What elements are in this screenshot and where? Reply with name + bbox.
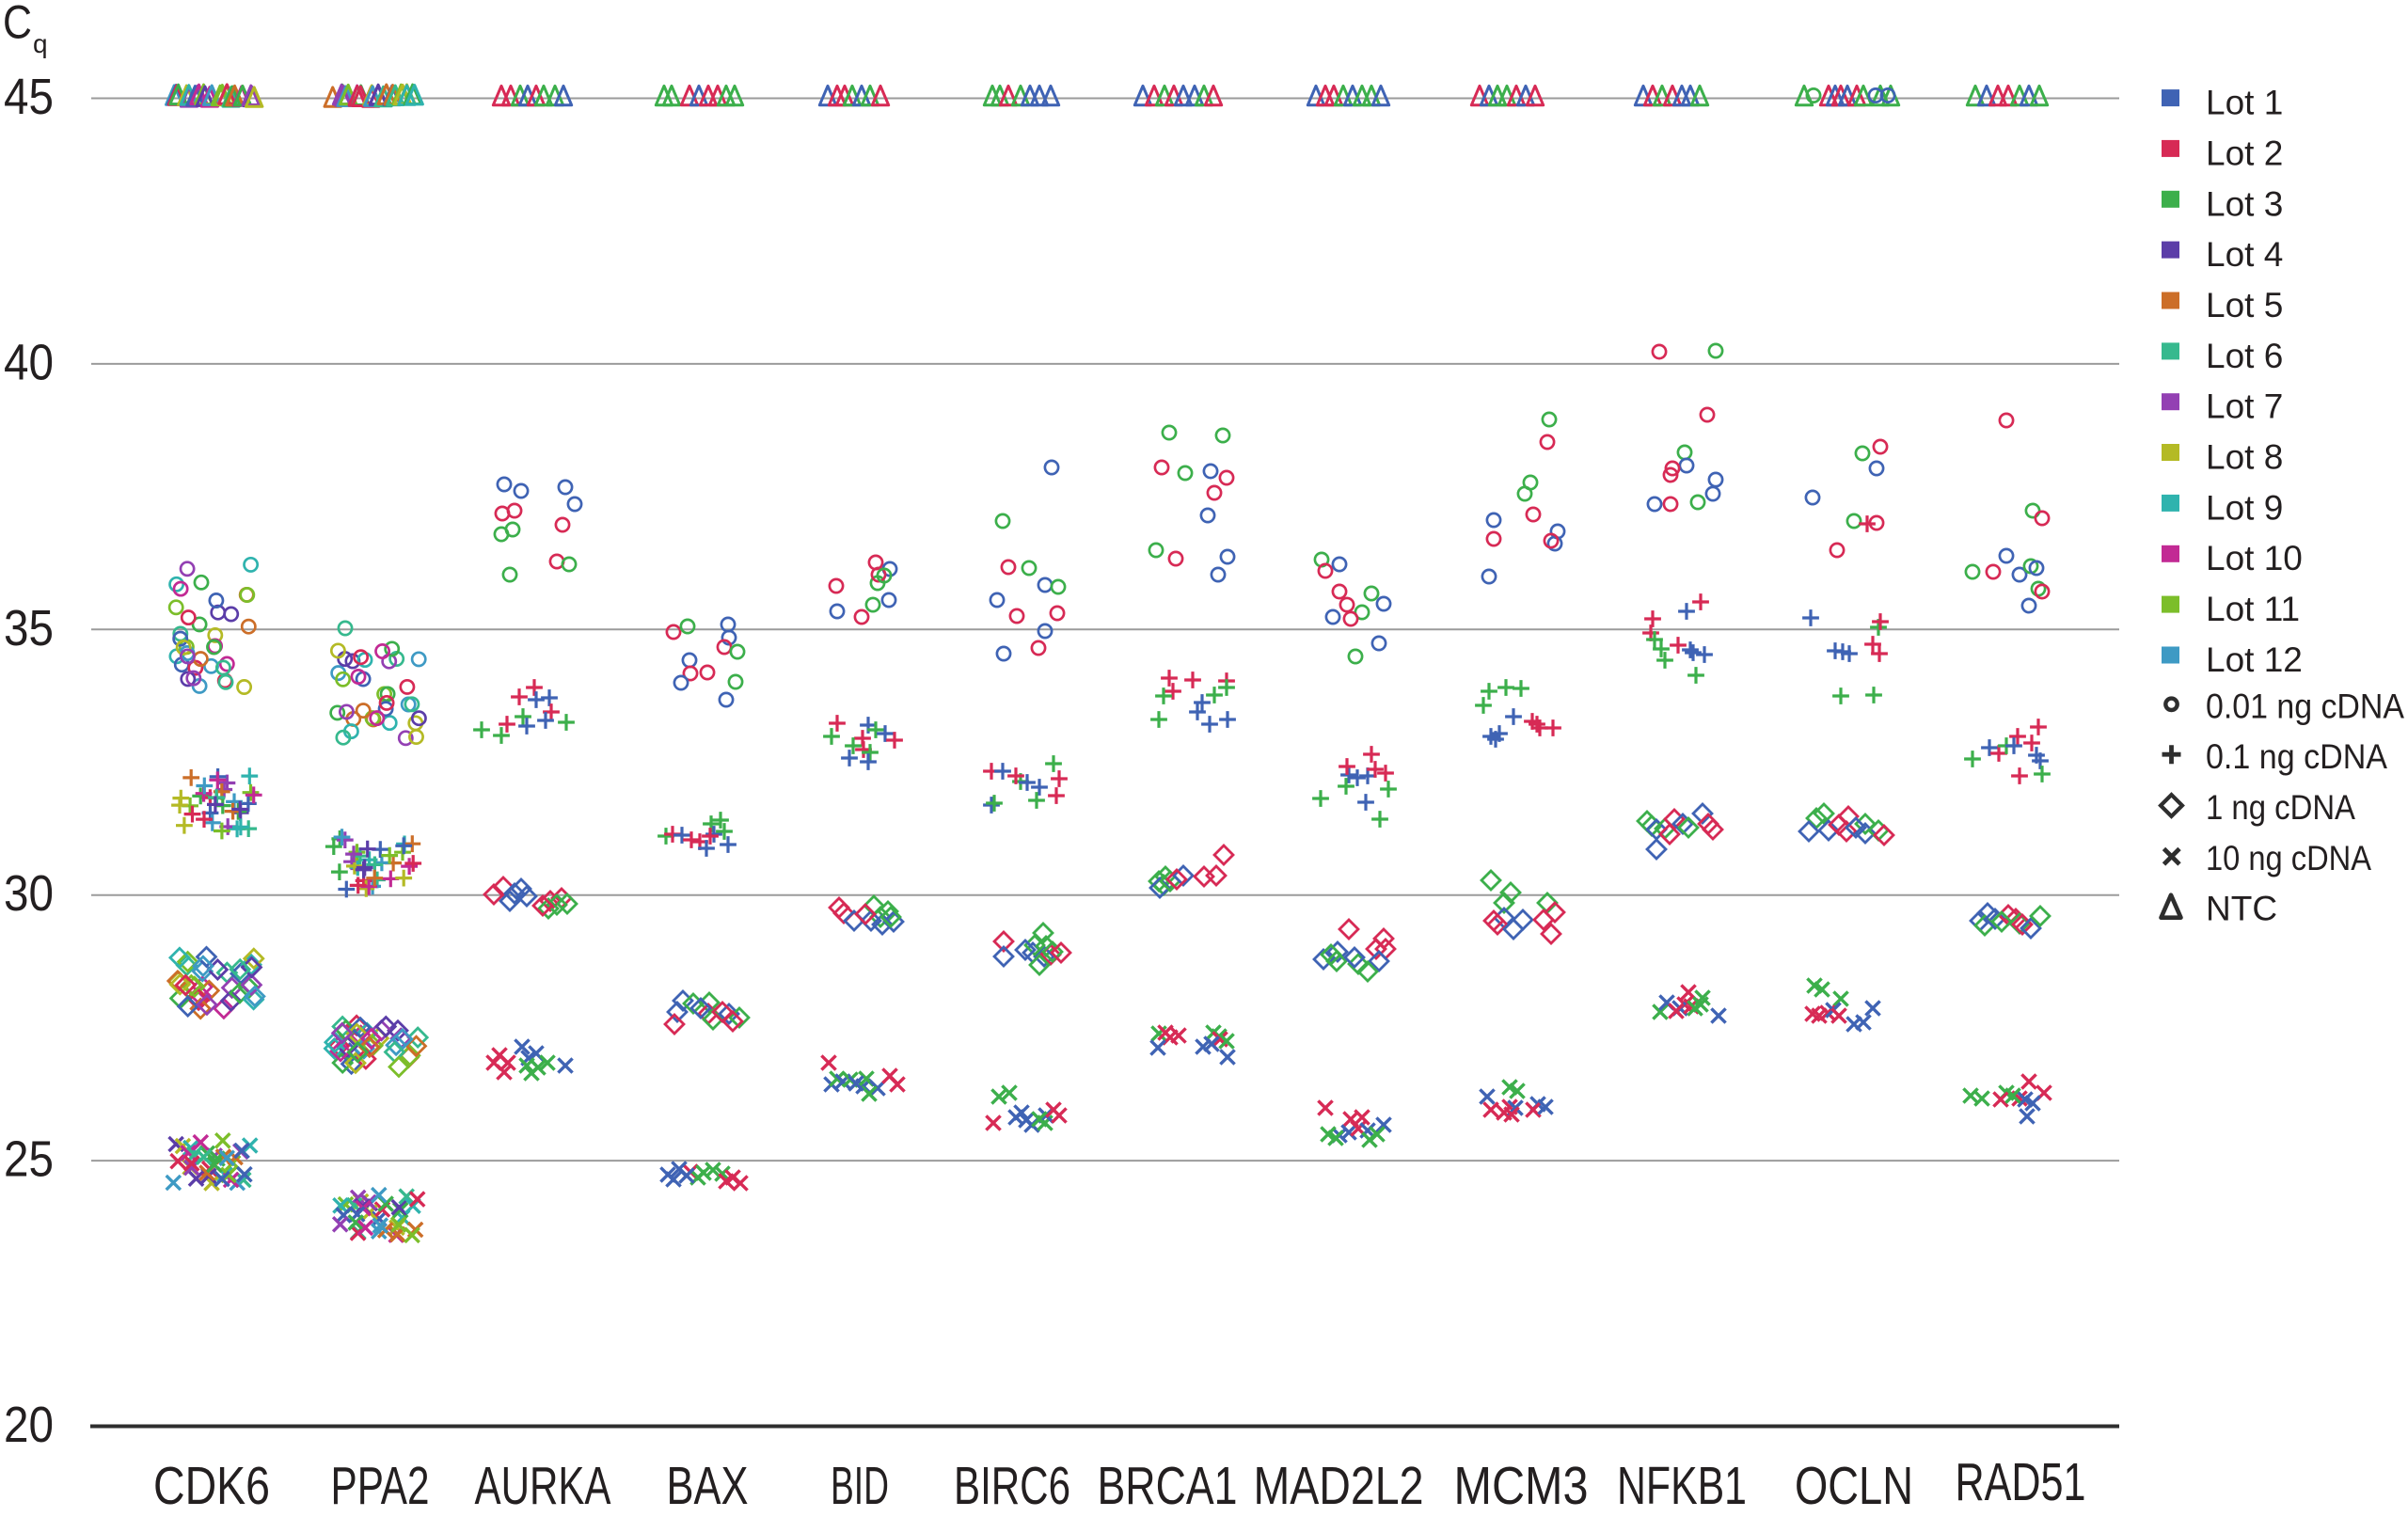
svg-text:Lot 6: Lot 6 bbox=[2206, 337, 2283, 375]
svg-text:Lot 4: Lot 4 bbox=[2206, 235, 2283, 274]
svg-text:Lot 5: Lot 5 bbox=[2206, 286, 2283, 324]
svg-text:10 ng cDNA: 10 ng cDNA bbox=[2206, 839, 2371, 877]
svg-text:Lot 10: Lot 10 bbox=[2206, 539, 2303, 577]
svg-text:C: C bbox=[3, 0, 32, 49]
svg-text:Lot 9: Lot 9 bbox=[2206, 488, 2283, 527]
svg-text:Lot 7: Lot 7 bbox=[2206, 387, 2283, 426]
svg-text:BRCA1: BRCA1 bbox=[1098, 1456, 1238, 1516]
svg-text:BAX: BAX bbox=[667, 1456, 749, 1516]
svg-text:RAD51: RAD51 bbox=[1956, 1452, 2086, 1512]
svg-text:Lot 3: Lot 3 bbox=[2206, 184, 2283, 223]
svg-text:CDK6: CDK6 bbox=[153, 1456, 270, 1516]
svg-text:0.01 ng cDNA: 0.01 ng cDNA bbox=[2206, 687, 2404, 725]
svg-text:Lot 11: Lot 11 bbox=[2206, 590, 2300, 628]
svg-text:1 ng cDNA: 1 ng cDNA bbox=[2206, 788, 2355, 827]
svg-text:NFKB1: NFKB1 bbox=[1617, 1456, 1747, 1516]
svg-text:OCLN: OCLN bbox=[1795, 1456, 1913, 1516]
svg-text:q: q bbox=[33, 29, 48, 58]
svg-text:NTC: NTC bbox=[2206, 890, 2277, 928]
svg-text:BIRC6: BIRC6 bbox=[954, 1456, 1070, 1516]
svg-text:35: 35 bbox=[4, 600, 54, 656]
svg-text:Lot 12: Lot 12 bbox=[2206, 640, 2303, 679]
svg-text:AURKA: AURKA bbox=[475, 1456, 611, 1516]
svg-text:40: 40 bbox=[4, 334, 54, 390]
svg-text:0.1 ng cDNA: 0.1 ng cDNA bbox=[2206, 737, 2387, 776]
svg-text:Lot 8: Lot 8 bbox=[2206, 438, 2283, 477]
svg-text:30: 30 bbox=[4, 865, 54, 922]
svg-text:Lot 1: Lot 1 bbox=[2206, 84, 2283, 122]
svg-text:45: 45 bbox=[4, 69, 54, 125]
svg-text:MCM3: MCM3 bbox=[1454, 1456, 1589, 1516]
svg-text:25: 25 bbox=[4, 1131, 54, 1188]
svg-text:MAD2L2: MAD2L2 bbox=[1254, 1456, 1424, 1516]
svg-text:Lot 2: Lot 2 bbox=[2206, 134, 2283, 172]
svg-text:BID: BID bbox=[831, 1456, 889, 1516]
svg-text:PPA2: PPA2 bbox=[331, 1456, 430, 1516]
svg-text:20: 20 bbox=[4, 1397, 54, 1453]
